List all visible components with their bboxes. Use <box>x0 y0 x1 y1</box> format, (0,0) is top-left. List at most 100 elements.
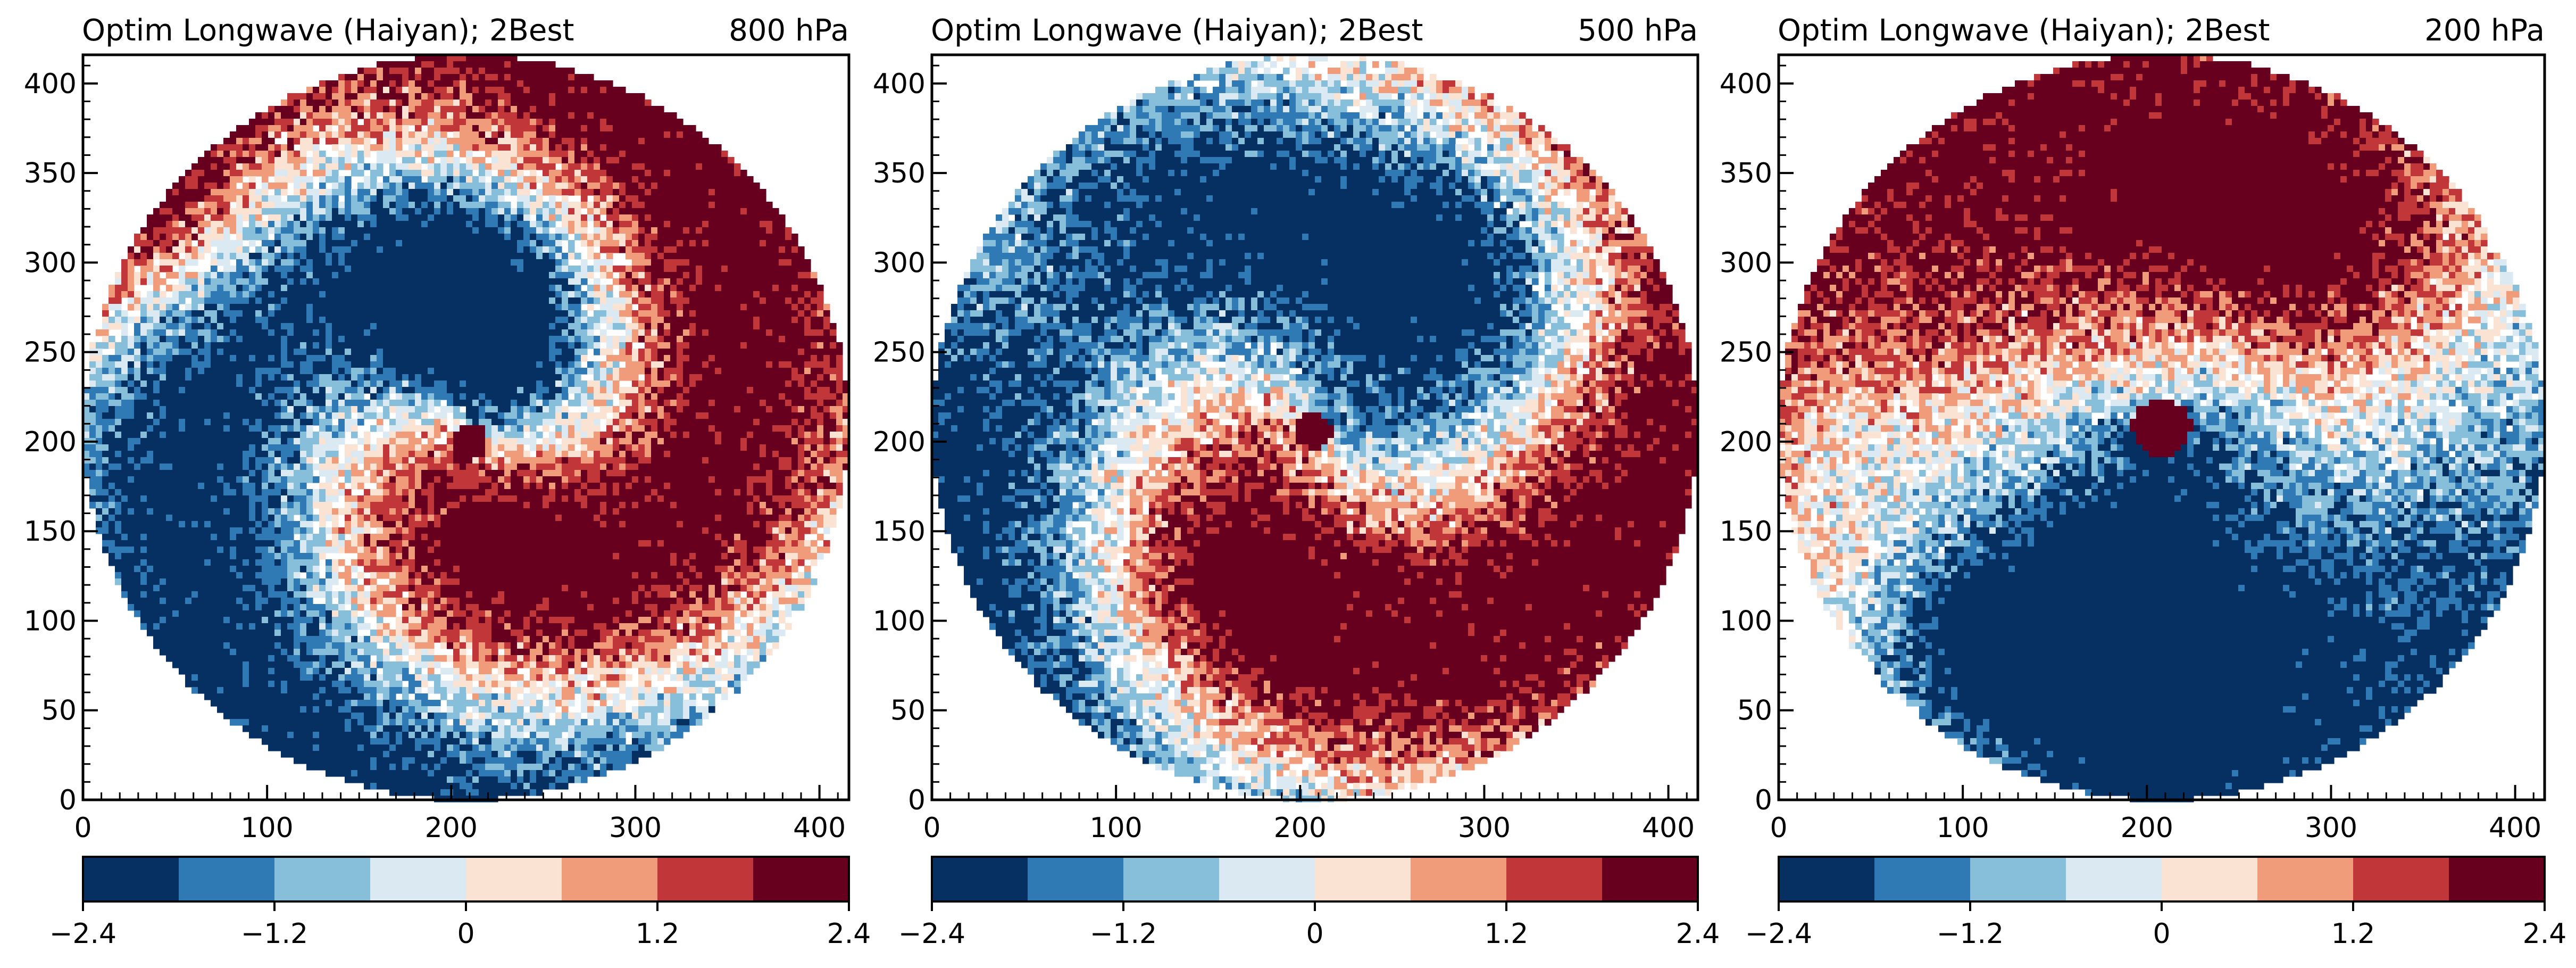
heatmap-cell <box>409 80 415 87</box>
heatmap-cell <box>396 100 403 106</box>
heatmap-cell <box>447 87 454 94</box>
heatmap-cell <box>396 112 403 119</box>
heatmap-cell <box>466 112 473 119</box>
heatmap-cell <box>434 125 441 132</box>
heatmap-cell <box>536 106 543 113</box>
heatmap-cell <box>415 119 422 126</box>
heatmap-cell <box>357 131 364 138</box>
heatmap-cell <box>377 131 384 138</box>
heatmap-cell <box>664 112 671 119</box>
heatmap-cell <box>402 87 409 94</box>
heatmap-cell <box>287 106 294 113</box>
heatmap-cell <box>396 119 403 126</box>
heatmap-cell <box>543 87 549 94</box>
heatmap-cell <box>638 112 645 119</box>
heatmap-cell <box>300 144 307 151</box>
heatmap-cell <box>581 87 588 94</box>
heatmap-cell <box>568 68 575 75</box>
heatmap-cell <box>281 100 288 106</box>
heatmap-cell <box>345 80 352 87</box>
heatmap-cell <box>389 119 396 126</box>
heatmap-cell <box>300 106 307 113</box>
heatmap-cell <box>536 100 543 106</box>
heatmap-cell <box>491 112 498 119</box>
heatmap-cell <box>600 80 607 87</box>
heatmap-cell <box>268 138 275 145</box>
heatmap-cell <box>498 144 505 151</box>
heatmap-cell <box>389 125 396 132</box>
heatmap-cell <box>440 144 447 151</box>
heatmap-cell <box>491 119 498 126</box>
heatmap-cell <box>562 112 569 119</box>
heatmap-cell <box>594 87 601 94</box>
heatmap-cell <box>383 138 390 145</box>
heatmap-cell <box>300 125 307 132</box>
heatmap-cell <box>657 125 664 132</box>
heatmap-cell <box>294 93 301 100</box>
heatmap-cell <box>396 125 403 132</box>
heatmap-cell <box>268 125 275 132</box>
heatmap-cell <box>402 68 409 75</box>
heatmap-cell <box>491 144 498 151</box>
heatmap-cell <box>555 131 562 138</box>
heatmap-cell <box>377 61 384 68</box>
heatmap-cell <box>396 131 403 138</box>
heatmap-cell <box>568 144 575 151</box>
heatmap-cell <box>294 131 301 138</box>
heatmap-cell <box>287 138 294 145</box>
heatmap-cell <box>338 119 345 126</box>
heatmap-cell <box>574 93 581 100</box>
heatmap-cell <box>440 61 447 68</box>
heatmap-cell <box>338 151 345 158</box>
heatmap-cell <box>491 68 498 75</box>
heatmap-cell <box>670 119 677 126</box>
heatmap-cell <box>364 131 371 138</box>
heatmap-cell <box>294 112 301 119</box>
heatmap-cell <box>274 119 281 126</box>
heatmap-cell <box>440 68 447 75</box>
heatmap-cell <box>683 131 690 138</box>
heatmap-cell <box>326 131 332 138</box>
heatmap-cell <box>472 74 479 81</box>
heatmap-cell <box>440 131 447 138</box>
heatmap-cell <box>555 106 562 113</box>
heatmap-cell <box>511 131 518 138</box>
heatmap-cell <box>613 119 620 126</box>
heatmap-cell <box>543 125 549 132</box>
heatmap-cell <box>626 119 632 126</box>
heatmap-cell <box>421 144 428 151</box>
heatmap-cell <box>300 138 307 145</box>
heatmap-cell <box>562 87 569 94</box>
heatmap-cell <box>664 125 671 132</box>
heatmap-cell <box>383 119 390 126</box>
heatmap-cell <box>300 112 307 119</box>
heatmap-cell <box>453 106 460 113</box>
heatmap-cell <box>549 138 556 145</box>
heatmap-cell <box>364 119 371 126</box>
heatmap-cell <box>498 106 505 113</box>
heatmap-cell <box>281 112 288 119</box>
heatmap-cell <box>243 151 249 158</box>
heatmap-cell <box>409 61 415 68</box>
heatmap-cell <box>326 112 332 119</box>
heatmap-cell <box>377 87 384 94</box>
heatmap-cell <box>326 106 332 113</box>
heatmap-cell <box>619 87 626 94</box>
heatmap-cell <box>434 87 441 94</box>
heatmap-cell <box>523 87 530 94</box>
heatmap-cell <box>619 100 626 106</box>
heatmap-cell <box>498 61 505 68</box>
heatmap-cell <box>351 151 358 158</box>
heatmap-cell <box>402 106 409 113</box>
heatmap-cell <box>357 138 364 145</box>
heatmap-cell <box>581 80 588 87</box>
heatmap-cell <box>587 125 594 132</box>
heatmap-cell <box>568 119 575 126</box>
heatmap-cell <box>300 93 307 100</box>
heatmap-cell <box>370 87 377 94</box>
heatmap-cell <box>715 144 722 151</box>
heatmap-cell <box>268 119 275 126</box>
heatmap-cell <box>281 119 288 126</box>
heatmap-cell <box>581 112 588 119</box>
heatmap-cell <box>472 100 479 106</box>
